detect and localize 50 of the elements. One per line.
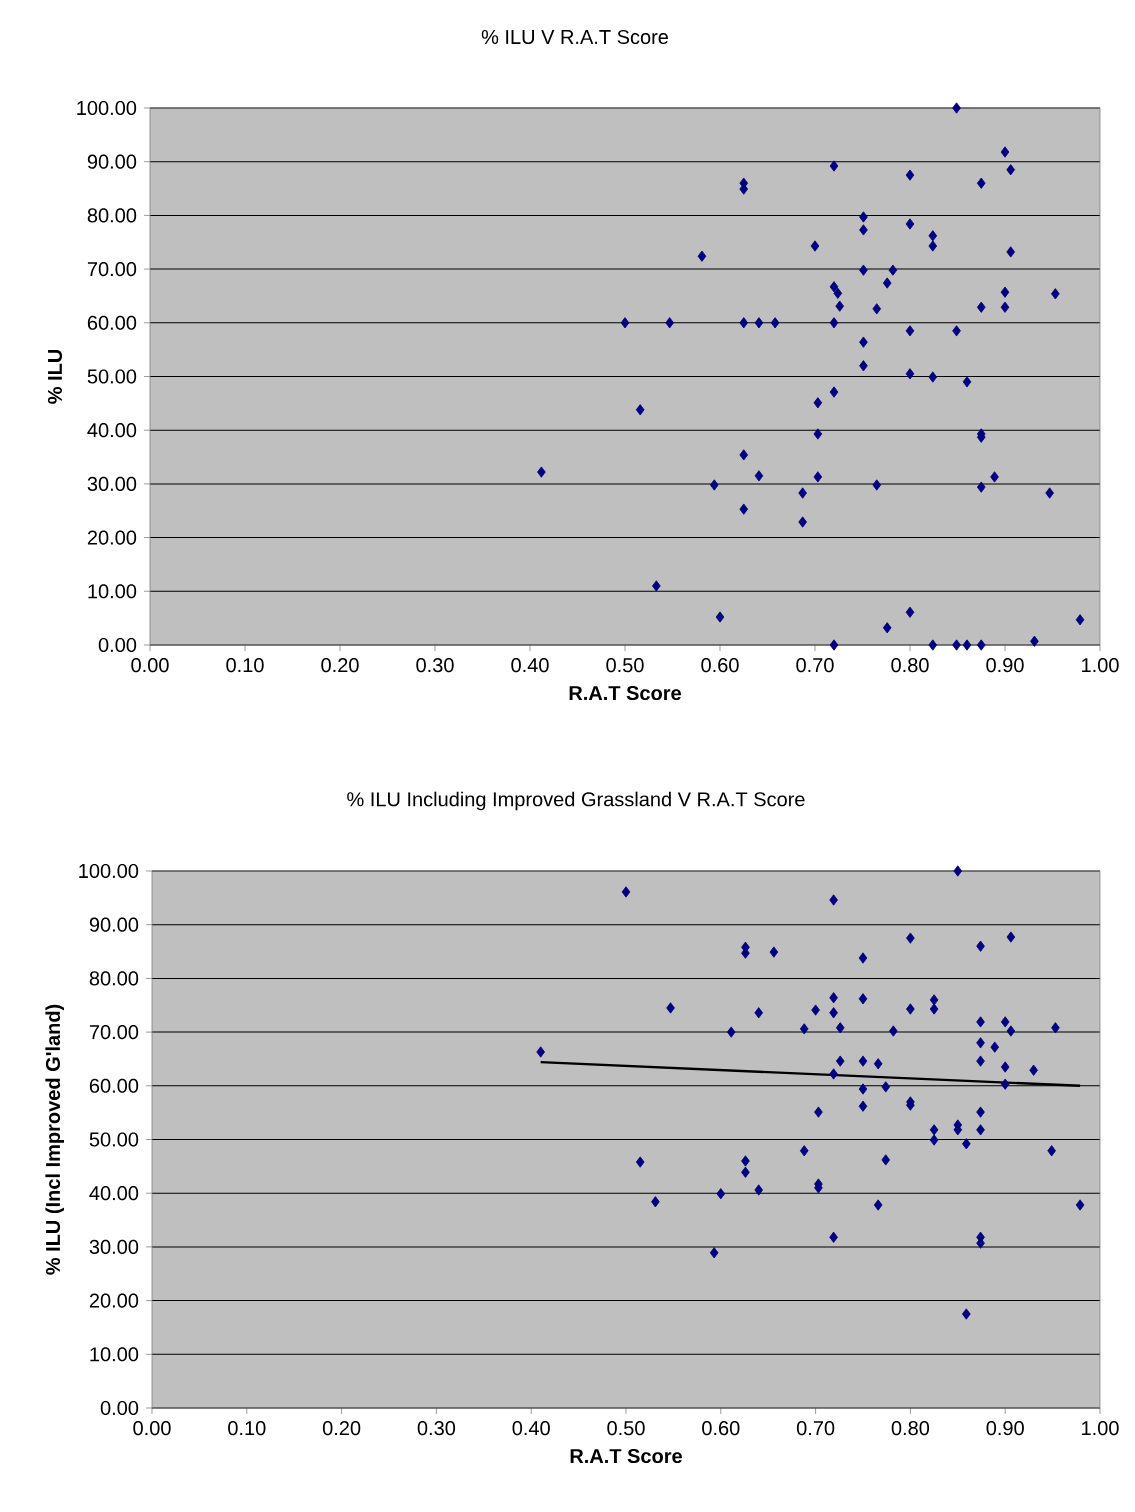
y-tick-label: 20.00 bbox=[89, 1293, 139, 1308]
x-tick-label: 0.50 bbox=[606, 658, 644, 673]
x-tick-label: 0.40 bbox=[511, 658, 549, 673]
x-tick-label: 0.70 bbox=[796, 658, 834, 673]
x-tick-label: 1.00 bbox=[1082, 658, 1119, 673]
x-tick-label: 0.50 bbox=[607, 1421, 645, 1436]
x-tick-label: 0.20 bbox=[322, 1421, 361, 1436]
x-tick-label: 1.00 bbox=[1082, 1421, 1119, 1436]
y-tick-label: 40.00 bbox=[87, 423, 137, 438]
y-tick-label: 10.00 bbox=[90, 1347, 139, 1362]
x-tick-label: 0.10 bbox=[226, 658, 264, 673]
x-tick-label: 0.40 bbox=[512, 1421, 550, 1436]
y-tick-label: 30.00 bbox=[87, 476, 137, 491]
x-tick-label: 0.10 bbox=[228, 1421, 266, 1436]
y-tick-label: 40.00 bbox=[89, 1186, 139, 1201]
y-tick-label: 80.00 bbox=[89, 971, 139, 986]
x-tick-label: 0.30 bbox=[416, 658, 454, 673]
x-tick-label: 0.80 bbox=[891, 658, 929, 673]
chart-title: % ILU Including Improved Grassland V R.A.T Score bbox=[347, 791, 805, 811]
x-tick-label: 0.00 bbox=[133, 1421, 171, 1436]
y-tick-label: 20.00 bbox=[87, 530, 137, 545]
y-tick-label: 80.00 bbox=[87, 208, 137, 223]
y-axis-title: % ILU bbox=[47, 349, 63, 404]
y-tick-label: 70.00 bbox=[89, 1025, 139, 1040]
y-tick-label: 50.00 bbox=[87, 369, 137, 384]
x-tick-label: 0.90 bbox=[986, 1421, 1024, 1436]
x-axis-title: R.A.T Score bbox=[569, 685, 681, 701]
y-tick-label: 0.00 bbox=[100, 1400, 139, 1416]
y-tick-label: 90.00 bbox=[89, 917, 139, 932]
y-tick-label: 0.00 bbox=[98, 637, 137, 653]
y-tick-label: 60.00 bbox=[87, 315, 137, 330]
y-tick-label: 70.00 bbox=[87, 262, 137, 277]
y-tick-label: 90.00 bbox=[87, 154, 137, 169]
y-tick-label: 10.00 bbox=[88, 584, 137, 599]
x-tick-label: 0.70 bbox=[796, 1421, 835, 1436]
x-tick-label: 0.90 bbox=[986, 658, 1024, 673]
chart-title: % ILU V R.A.T Score bbox=[481, 29, 668, 45]
x-axis-title: R.A.T Score bbox=[570, 1448, 682, 1464]
y-tick-label: 30.00 bbox=[89, 1239, 139, 1254]
x-tick-label: 0.30 bbox=[417, 1421, 456, 1436]
x-tick-label: 0.80 bbox=[891, 1421, 930, 1436]
y-tick-label: 100.00 bbox=[77, 100, 137, 116]
x-tick-label: 0.60 bbox=[701, 658, 739, 673]
y-tick-label: 50.00 bbox=[89, 1132, 139, 1147]
x-tick-label: 0.60 bbox=[702, 1421, 740, 1436]
y-tick-label: 100.00 bbox=[79, 863, 139, 879]
x-tick-label: 0.20 bbox=[321, 658, 359, 673]
y-axis-title: % ILU (Incl Improved G'land) bbox=[45, 1004, 65, 1275]
x-tick-label: 0.00 bbox=[131, 658, 169, 673]
y-tick-label: 60.00 bbox=[89, 1078, 139, 1093]
